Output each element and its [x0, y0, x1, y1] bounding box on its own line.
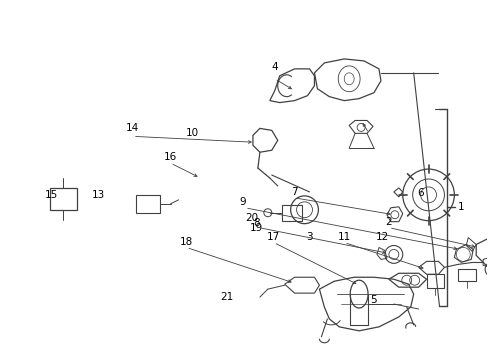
Text: 7: 7 [291, 187, 297, 197]
Text: 19: 19 [250, 222, 263, 233]
Text: 5: 5 [369, 295, 376, 305]
Text: 1: 1 [457, 202, 464, 212]
Text: 6: 6 [416, 188, 423, 198]
Bar [136, 195, 160, 213]
Text: 13: 13 [91, 190, 104, 200]
Text: 11: 11 [337, 231, 350, 242]
Text: 9: 9 [239, 197, 246, 207]
Bar [281, 205, 301, 221]
Bar [457, 269, 475, 281]
Text: 14: 14 [126, 123, 139, 134]
Bar [49, 188, 77, 210]
Text: 8: 8 [253, 218, 260, 228]
Text: 21: 21 [220, 292, 233, 302]
Text: 12: 12 [376, 231, 389, 242]
Text: 2: 2 [385, 217, 391, 227]
Text: 16: 16 [163, 152, 177, 162]
Text: 20: 20 [245, 213, 258, 223]
Text: 15: 15 [45, 190, 58, 200]
Text: 17: 17 [266, 231, 280, 242]
Text: 3: 3 [305, 231, 312, 242]
Bar [426, 274, 444, 288]
Text: 10: 10 [185, 129, 199, 138]
Bar [487, 294, 488, 316]
Text: 18: 18 [180, 237, 193, 247]
Text: 4: 4 [271, 62, 278, 72]
